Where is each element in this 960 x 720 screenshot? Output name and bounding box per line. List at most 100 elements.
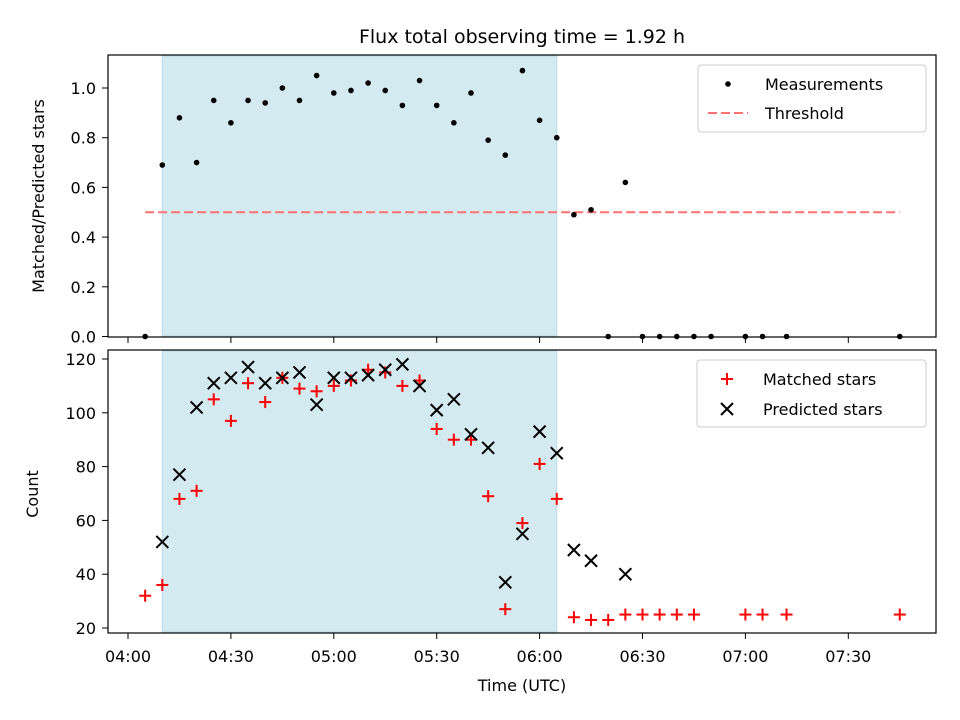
predicted-star-point bbox=[275, 371, 290, 385]
measurement-point bbox=[433, 102, 440, 109]
bottom-y-ticks: 20 40 60 80 100 120 bbox=[65, 350, 108, 638]
predicted-star-point bbox=[481, 441, 495, 455]
matched-star-point bbox=[327, 379, 340, 392]
x-tick-label: 06:00 bbox=[517, 647, 563, 666]
predicted-star-point bbox=[224, 371, 238, 385]
measurement-point bbox=[519, 67, 526, 74]
matched-star-point bbox=[780, 608, 793, 621]
predicted-star-point bbox=[258, 376, 272, 390]
matched-star-point bbox=[516, 517, 529, 530]
matched-star-point bbox=[619, 608, 632, 621]
matched-star-point bbox=[636, 608, 649, 621]
measurement-point bbox=[331, 90, 337, 96]
top-legend: Measurements Threshold bbox=[697, 64, 927, 133]
predicted-stars-points bbox=[155, 357, 633, 589]
matched-star-point bbox=[224, 414, 237, 427]
measurement-point bbox=[365, 80, 371, 86]
x-tick-label: 07:30 bbox=[825, 647, 871, 666]
top-y-tick-label: 0.0 bbox=[71, 328, 96, 347]
predicted-star-point bbox=[395, 357, 410, 372]
measurement-point bbox=[382, 87, 389, 94]
top-legend-box bbox=[697, 64, 927, 133]
bottom-legend-box bbox=[696, 359, 927, 428]
top-plot-frame bbox=[107, 54, 937, 338]
bottom-legend: Matched stars Predicted stars bbox=[696, 359, 927, 428]
top-observing-window-shade bbox=[161, 55, 558, 337]
matched-star-point bbox=[447, 433, 460, 446]
predicted-star-point bbox=[498, 575, 513, 589]
matched-star-point bbox=[139, 589, 152, 602]
predicted-star-point bbox=[172, 467, 187, 482]
matched-star-point bbox=[482, 490, 495, 503]
x-tick-label: 04:30 bbox=[208, 647, 254, 666]
x-tick-label: 05:00 bbox=[311, 647, 357, 666]
matched-star-point bbox=[173, 492, 186, 505]
measurement-point bbox=[468, 90, 474, 96]
measurement-point bbox=[451, 119, 457, 126]
top-y-tick-label: 1.0 bbox=[71, 79, 96, 98]
bottom-y-tick-label: 80 bbox=[76, 458, 96, 477]
predicted-star-point bbox=[464, 427, 478, 442]
matched-star-point bbox=[396, 379, 409, 392]
bottom-observing-window-shade bbox=[161, 350, 558, 633]
predicted-star-point bbox=[309, 398, 324, 412]
measurement-point bbox=[210, 97, 217, 104]
x-tick-label: 07:00 bbox=[722, 647, 768, 666]
measurement-point bbox=[399, 102, 406, 109]
bottom-y-axis-label: Count bbox=[23, 470, 42, 518]
measurement-point bbox=[348, 87, 354, 94]
matched-star-point bbox=[585, 613, 598, 626]
bottom-y-tick-label: 20 bbox=[76, 619, 96, 638]
measurement-point bbox=[296, 97, 303, 104]
matched-star-point bbox=[293, 382, 306, 395]
top-y-tick-label: 0.2 bbox=[71, 278, 96, 297]
top-y-ticks: 0.0 0.2 0.4 0.6 0.8 1.0 bbox=[71, 79, 108, 347]
bottom-y-tick-label: 40 bbox=[76, 565, 96, 584]
bottom-x-ticks: 04:00 04:30 05:00 05:30 06:00 06:30 07:00 07:30 bbox=[105, 633, 871, 666]
measurement-point bbox=[245, 97, 251, 104]
matched-star-point bbox=[533, 457, 546, 470]
x-tick-label: 04:00 bbox=[105, 647, 151, 666]
predicted-star-point bbox=[344, 371, 358, 385]
bottom-y-tick-label: 120 bbox=[65, 350, 96, 369]
top-x-ticks bbox=[127, 337, 849, 343]
chart-title: Flux total observing time = 1.92 h bbox=[359, 26, 685, 48]
matched-star-point bbox=[207, 393, 220, 406]
bottom-y-tick-label: 100 bbox=[65, 404, 96, 423]
matched-star-point bbox=[430, 422, 443, 435]
measurement-point bbox=[193, 159, 200, 166]
bottom-panel: 20 40 60 80 100 120 04:00 04:30 05:00 05:30 06:00… bbox=[23, 349, 937, 695]
matched-star-point bbox=[242, 377, 255, 390]
predicted-star-point bbox=[567, 543, 581, 557]
predicted-star-point bbox=[447, 392, 461, 407]
predicted-star-point bbox=[155, 535, 170, 549]
bottom-plot-frame bbox=[107, 349, 937, 634]
legend-threshold-label: Threshold bbox=[764, 104, 844, 123]
measurement-point bbox=[262, 100, 269, 106]
measurement-point bbox=[502, 152, 509, 158]
predicted-star-point bbox=[241, 360, 255, 374]
predicted-star-point bbox=[327, 371, 341, 385]
matched-star-point bbox=[310, 385, 323, 398]
predicted-star-point bbox=[532, 424, 547, 439]
matched-star-point bbox=[739, 608, 752, 621]
legend-measurements-marker bbox=[725, 81, 731, 87]
predicted-star-point bbox=[584, 554, 598, 568]
measurement-point bbox=[159, 162, 166, 168]
predicted-star-point bbox=[361, 368, 375, 382]
legend-predicted-marker bbox=[720, 402, 734, 416]
measurement-point bbox=[536, 117, 543, 124]
matched-star-point bbox=[893, 608, 906, 621]
bottom-y-tick-label: 60 bbox=[76, 511, 96, 530]
measurement-point bbox=[416, 77, 423, 84]
x-tick-label: 06:30 bbox=[619, 647, 665, 666]
matched-star-point bbox=[602, 613, 615, 626]
measurement-point bbox=[279, 85, 286, 91]
predicted-star-point bbox=[292, 365, 307, 380]
matched-star-point bbox=[499, 603, 512, 616]
matched-star-point bbox=[567, 611, 580, 624]
top-y-tick-label: 0.6 bbox=[71, 178, 96, 197]
measurement-point bbox=[588, 206, 594, 213]
top-y-tick-label: 0.4 bbox=[71, 228, 96, 247]
